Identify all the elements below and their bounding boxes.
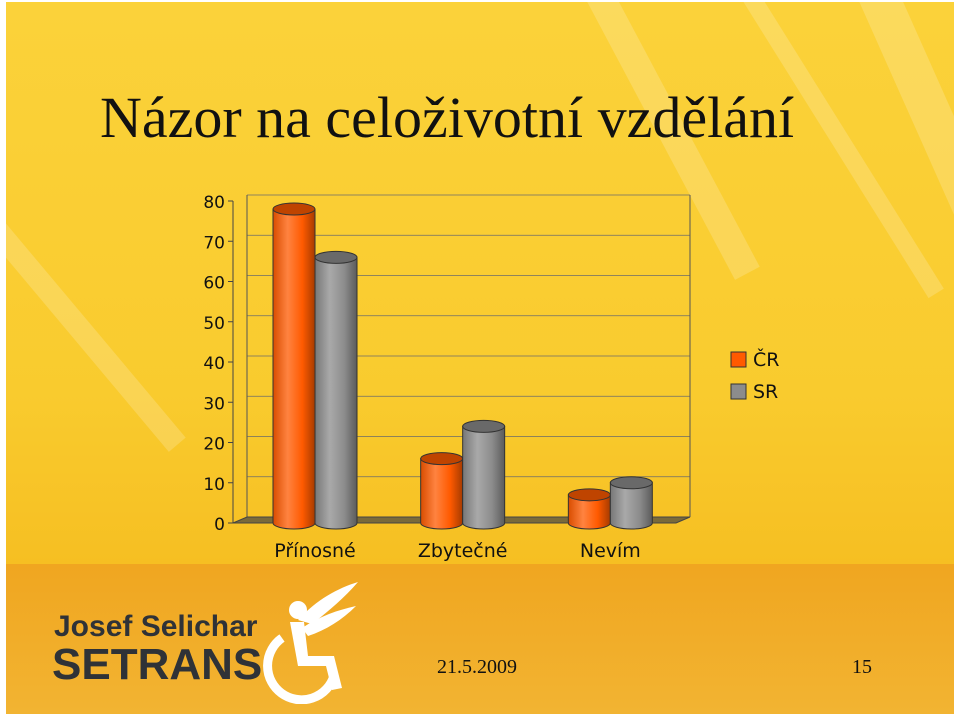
bar-top-SR-Zbytečné <box>462 419 506 433</box>
slide <box>6 2 954 714</box>
bar-ČR-Zbytečné <box>420 458 464 530</box>
bar-top-SR-Nevím <box>609 476 653 490</box>
bar-top-ČR-Přínosné <box>272 202 316 216</box>
y-tick-label: 60 <box>203 274 225 294</box>
page-number: 15 <box>852 656 872 678</box>
y-tick-label: 80 <box>203 193 225 213</box>
bar-top-SR-Přínosné <box>314 250 358 264</box>
y-tick-label: 30 <box>203 394 225 414</box>
legend-swatch-SR <box>730 383 747 400</box>
y-tick-label: 70 <box>203 233 225 253</box>
logo-brand: SETRANS <box>52 640 263 689</box>
slide-title: Názor na celoživotní vzdělání <box>100 85 795 150</box>
legend-swatch-ČR <box>730 351 747 368</box>
y-tick-label: 40 <box>203 354 225 374</box>
bar-SR-Přínosné <box>314 256 358 530</box>
y-tick-label: 20 <box>203 435 225 455</box>
x-tick-label: Zbytečné <box>418 540 508 562</box>
legend-label-SR: SR <box>753 381 778 403</box>
wheelchair-angel-icon <box>263 582 358 704</box>
legend-label-ČR: ČR <box>753 347 779 371</box>
x-tick-label: Přínosné <box>274 540 356 562</box>
footer-date: 21.5.2009 <box>437 656 517 678</box>
y-tick-label: 10 <box>203 475 225 495</box>
y-tick-label: 0 <box>214 515 225 535</box>
bar-SR-Nevím <box>609 482 653 530</box>
footer-band <box>6 564 954 714</box>
bar-top-ČR-Nevím <box>567 488 611 502</box>
bar-top-ČR-Zbytečné <box>420 452 464 466</box>
logo-name: Josef Selichar <box>54 610 258 643</box>
bar-SR-Zbytečné <box>462 425 506 530</box>
x-tick-label: Nevím <box>580 540 641 562</box>
bar-ČR-Přínosné <box>272 208 316 530</box>
y-tick-label: 50 <box>203 314 225 334</box>
